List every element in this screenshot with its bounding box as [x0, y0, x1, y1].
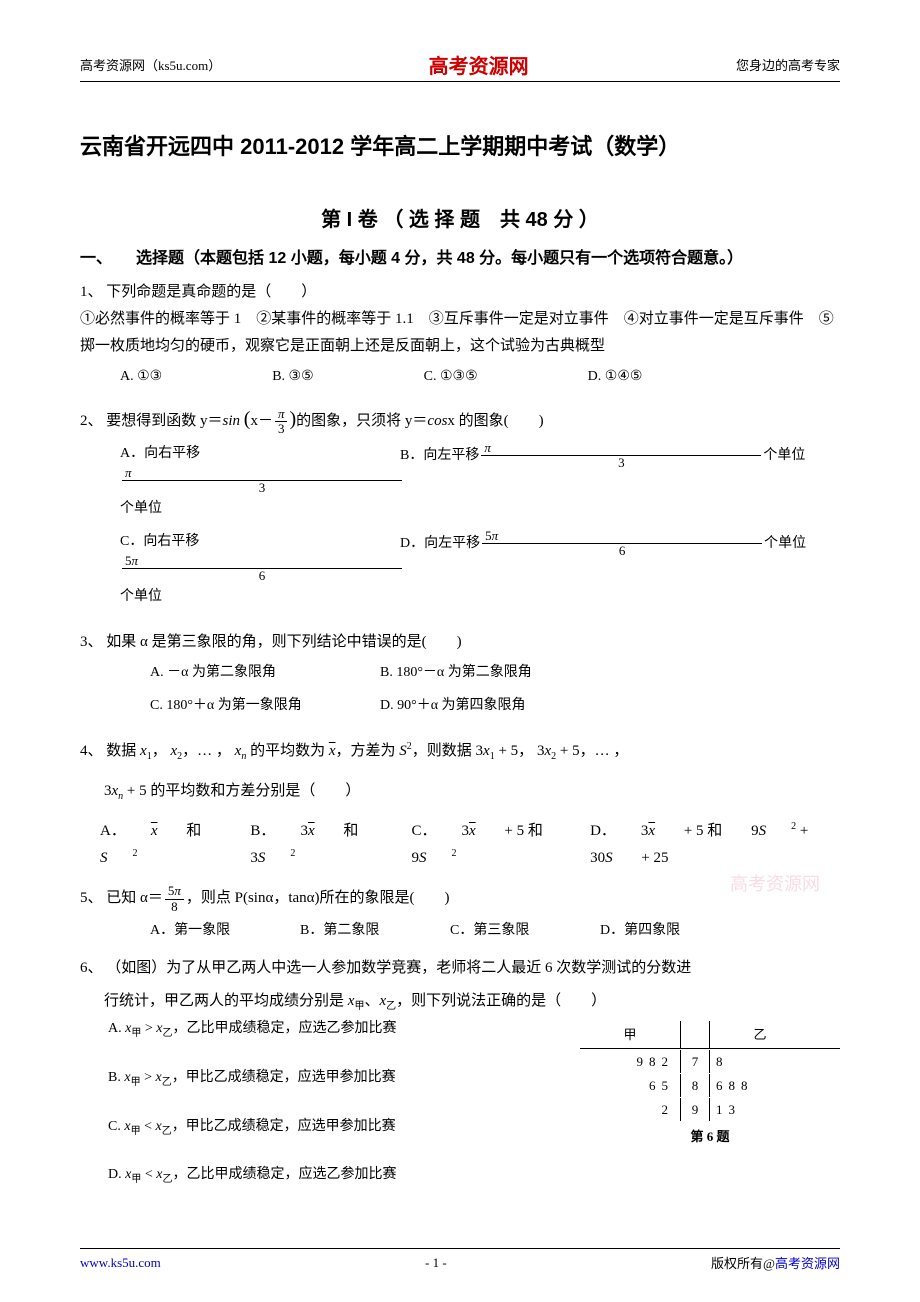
section-title: 一、 选择题（本题包括 12 小题，每小题 4 分，共 48 分。每小题只有一个…	[80, 247, 840, 271]
q4-opt-c: C．3x + 5 和 9S2	[411, 818, 565, 872]
q1-body: ①必然事件的概率等于 1 ②某事件的概率等于 1.1 ③互斥事件一定是对立事件 …	[80, 306, 840, 360]
q4-opt-a: A．x 和 S2	[100, 818, 225, 872]
question-3: 3、 如果 α 是第三象限的角，则下列结论中错误的是( ) A. －α 为第二象…	[80, 629, 840, 726]
q5-opt-d: D．第四象限	[600, 918, 750, 943]
footer-url: www.ks5u.com	[80, 1255, 161, 1271]
question-5: 5、 已知 α＝5π8，则点 P(sinα，tanα)所在的象限是( ) A．第…	[80, 884, 840, 943]
q2-stem: 2、 要想得到函数 y＝sin (x－π3)的图象，只须将 y＝cosx 的图象…	[80, 401, 840, 437]
q2-opt-b: B．向左平移π3个单位	[400, 441, 805, 521]
q1-opt-c: C. ①③⑤	[424, 364, 478, 389]
q5-options: A．第一象限 B．第二象限 C．第三象限 D．第四象限	[80, 918, 840, 943]
q1-opt-b: B. ③⑤	[272, 364, 313, 389]
q1-stem: 1、 下列命题是真命题的是（ ）	[80, 279, 840, 306]
stem-leaf-plot: 甲 乙 982 7 8 65 8 688 2 9 13 第 6 题	[580, 1021, 840, 1149]
q2-options: A．向右平移π3个单位 B．向左平移π3个单位 C．向右平移5π6个单位 D．向…	[80, 441, 840, 617]
page-footer: www.ks5u.com - 1 - 版权所有@高考资源网	[80, 1248, 840, 1272]
q1-opt-a: A. ①③	[120, 364, 162, 389]
stemleaf-row-1: 982 7 8	[580, 1049, 840, 1073]
q4-opt-b: B．3x 和 3S2	[250, 818, 386, 872]
q3-stem: 3、 如果 α 是第三象限的角，则下列结论中错误的是( )	[80, 629, 840, 656]
q2-opt-a: A．向右平移π3个单位	[120, 441, 400, 521]
q6-opt-b: B. x甲 > x乙，甲比乙成绩稳定，应选甲参加比赛	[80, 1065, 560, 1092]
q6-opt-a: A. x甲 > x乙，乙比甲成绩稳定，应选乙参加比赛	[80, 1016, 560, 1043]
header-right-text: 您身边的高考专家	[736, 55, 840, 74]
q3-options: A. －α 为第二象限角 B. 180°－α 为第二象限角 C. 180°＋α …	[80, 660, 840, 726]
q2-opt-d: D．向左平移5π6个单位	[400, 529, 806, 609]
header-left-text: 高考资源网（ks5u.com）	[80, 55, 221, 74]
stemleaf-row-2: 65 8 688	[580, 1073, 840, 1097]
question-2: 2、 要想得到函数 y＝sin (x－π3)的图象，只须将 y＝cosx 的图象…	[80, 401, 840, 617]
q4-options: A．x 和 S2 B．3x 和 3S2 C．3x + 5 和 9S2 D．3x …	[80, 818, 840, 872]
q6-stem: 6、 （如图）为了从甲乙两人中选一人参加数学竞赛，老师将二人最近 6 次数学测试…	[80, 955, 840, 1016]
q4-opt-d: D．3x + 5 和 9S2 + 30S + 25	[590, 818, 815, 872]
watermark: 高考资源网	[730, 870, 820, 896]
q2-opt-c: C．向右平移5π6个单位	[120, 529, 400, 609]
part-title: 第 I 卷 （ 选 择 题 共 48 分 ）	[80, 203, 840, 232]
exam-title: 云南省开远四中 2011-2012 学年高二上学期期中考试（数学）	[80, 132, 840, 163]
q5-stem: 5、 已知 α＝5π8，则点 P(sinα，tanα)所在的象限是( )	[80, 884, 840, 914]
q3-opt-c: C. 180°＋α 为第一象限角	[150, 693, 380, 718]
q6-opt-c: C. x甲 < x乙，甲比乙成绩稳定，应选甲参加比赛	[80, 1114, 560, 1141]
q3-opt-d: D. 90°＋α 为第四象限角	[380, 693, 526, 718]
q3-opt-b: B. 180°－α 为第二象限角	[380, 660, 532, 685]
q3-opt-a: A. －α 为第二象限角	[150, 660, 380, 685]
q6-options: A. x甲 > x乙，乙比甲成绩稳定，应选乙参加比赛 B. x甲 > x乙，甲比…	[80, 1016, 560, 1211]
footer-copyright: 版权所有@高考资源网	[711, 1253, 840, 1272]
q5-opt-a: A．第一象限	[150, 918, 300, 943]
q1-options: A. ①③ B. ③⑤ C. ①③⑤ D. ①④⑤	[80, 364, 840, 389]
q5-opt-b: B．第二象限	[300, 918, 450, 943]
q4-stem: 4、 数据 x1， x2，… ， xn 的平均数为 x，方差为 S2，则数据 3…	[80, 738, 840, 806]
stemleaf-row-3: 2 9 13	[580, 1097, 840, 1121]
stemleaf-label-right: 乙	[710, 1021, 810, 1048]
q6-opt-d: D. x甲 < x乙，乙比甲成绩稳定，应选乙参加比赛	[80, 1162, 560, 1189]
stemleaf-label-left: 甲	[580, 1021, 680, 1048]
question-6: 6、 （如图）为了从甲乙两人中选一人参加数学竞赛，老师将二人最近 6 次数学测试…	[80, 955, 840, 1211]
page-header: 高考资源网（ks5u.com） 高考资源网 您身边的高考专家	[80, 50, 840, 82]
q5-opt-c: C．第三象限	[450, 918, 600, 943]
header-center-text: 高考资源网	[429, 50, 529, 79]
stemleaf-caption: 第 6 题	[580, 1125, 840, 1148]
question-1: 1、 下列命题是真命题的是（ ） ①必然事件的概率等于 1 ②某事件的概率等于 …	[80, 279, 840, 389]
question-4: 4、 数据 x1， x2，… ， xn 的平均数为 x，方差为 S2，则数据 3…	[80, 738, 840, 872]
footer-page-number: - 1 -	[425, 1255, 447, 1271]
q1-opt-d: D. ①④⑤	[588, 364, 643, 389]
